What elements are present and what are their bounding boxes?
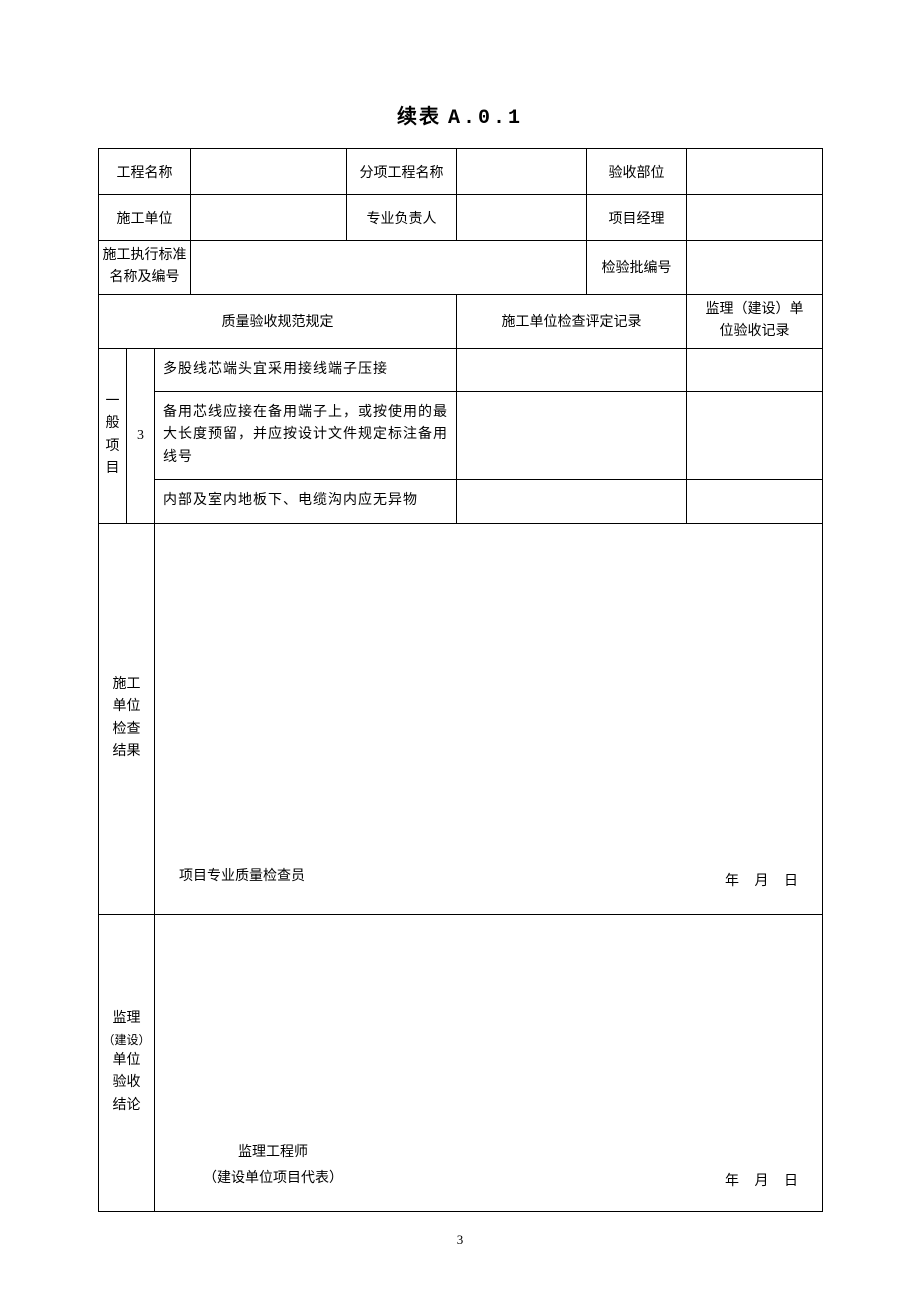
item-3: 内部及室内地板下、电缆沟内应无异物 [155, 480, 457, 523]
label-project-name: 工程名称 [99, 149, 191, 195]
form-table: 工程名称 分项工程名称 验收部位 施工单位 专业负责人 项目经理 施工执行标准 … [98, 148, 823, 1212]
title-prefix: 续表 [397, 106, 448, 128]
page-number: 3 [0, 1232, 920, 1248]
sig2-date: 年 月 日 [725, 1170, 804, 1190]
label-construction-unit: 施工单位 [99, 195, 191, 241]
label-standard-l1: 施工执行标准 [99, 245, 190, 267]
label-general-num: 3 [127, 348, 155, 523]
sig1-date: 年 月 日 [725, 870, 804, 890]
field-prof-manager [457, 195, 587, 241]
s2v3: 单位 [99, 1050, 154, 1072]
label-accept-position: 验收部位 [587, 149, 687, 195]
field-project-name [191, 149, 347, 195]
label-project-manager: 项目经理 [587, 195, 687, 241]
s2v5: 结论 [99, 1095, 154, 1117]
field-item1-check [457, 348, 687, 391]
label-supervise-l1: 监理（建设）单 [687, 299, 822, 321]
label-batch-number: 检验批编号 [587, 241, 687, 295]
signature-block-2: 监理工程师 （建设单位项目代表） 年 月 日 [155, 914, 823, 1211]
sig2-role-l2: （建设单位项目代表） [203, 1166, 343, 1193]
s1v2: 单位 [99, 696, 154, 718]
field-item2-supervise [687, 391, 823, 479]
field-item1-supervise [687, 348, 823, 391]
field-subproject-name [457, 149, 587, 195]
label-spec: 质量验收规范规定 [99, 294, 457, 348]
page-title: 续表 A.0.1 [98, 100, 822, 130]
gv3: 项 [99, 436, 126, 458]
s2v1: 监理 [99, 1008, 154, 1030]
s1v3: 检查 [99, 719, 154, 741]
sig2-role-l1: 监理工程师 [203, 1140, 343, 1167]
sig2-role: 监理工程师 （建设单位项目代表） [203, 1140, 343, 1193]
item-1: 多股线芯端头宜采用接线端子压接 [155, 348, 457, 391]
label-check-record: 施工单位检查评定记录 [457, 294, 687, 348]
label-supervise-l2: 位验收记录 [687, 321, 822, 343]
field-batch-number [687, 241, 823, 295]
label-subproject-name: 分项工程名称 [347, 149, 457, 195]
field-accept-position [687, 149, 823, 195]
label-construction-result: 施工 单位 检查 结果 [99, 523, 155, 914]
signature-block-1: 项目专业质量检查员 年 月 日 [155, 523, 823, 914]
s1v1: 施工 [99, 674, 154, 696]
field-item3-check [457, 480, 687, 523]
label-general-items: 一 般 项 目 [99, 348, 127, 523]
field-standard-name [191, 241, 587, 295]
gv2: 般 [99, 413, 126, 435]
item-2: 备用芯线应接在备用端子上，或按使用的最大长度预留，并应按设计文件规定标注备用线号 [155, 391, 457, 479]
s2v4: 验收 [99, 1072, 154, 1094]
sig1-role: 项目专业质量检查员 [179, 864, 305, 891]
label-supervise-record: 监理（建设）单 位验收记录 [687, 294, 823, 348]
field-construction-unit [191, 195, 347, 241]
gv4: 目 [99, 458, 126, 480]
label-supervise-conclusion: 监理 （建设） 单位 验收 结论 [99, 914, 155, 1211]
label-standard-name: 施工执行标准 名称及编号 [99, 241, 191, 295]
label-standard-l2: 名称及编号 [99, 267, 190, 289]
title-code: A.0.1 [448, 107, 523, 130]
field-project-manager [687, 195, 823, 241]
s1v4: 结果 [99, 741, 154, 763]
field-item3-supervise [687, 480, 823, 523]
label-prof-manager: 专业负责人 [347, 195, 457, 241]
gv1: 一 [99, 391, 126, 413]
field-item2-check [457, 391, 687, 479]
s2v2: （建设） [99, 1031, 154, 1050]
